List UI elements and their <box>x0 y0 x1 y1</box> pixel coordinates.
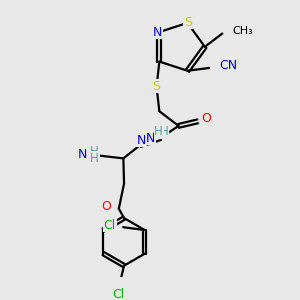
Text: N: N <box>77 148 87 161</box>
Text: Cl: Cl <box>104 219 116 232</box>
Text: N: N <box>153 26 162 38</box>
Text: Cl: Cl <box>112 289 124 300</box>
Text: N: N <box>146 132 155 145</box>
Text: O: O <box>201 112 211 125</box>
Text: O: O <box>101 200 111 213</box>
Text: CH₃: CH₃ <box>232 26 253 36</box>
Text: S: S <box>184 16 192 29</box>
Text: CN: CN <box>219 59 237 72</box>
Text: H: H <box>160 125 168 138</box>
Text: N: N <box>137 134 146 147</box>
Text: S: S <box>152 80 160 93</box>
Text: H: H <box>90 152 99 165</box>
Text: H: H <box>90 145 99 158</box>
Text: H: H <box>154 125 163 138</box>
